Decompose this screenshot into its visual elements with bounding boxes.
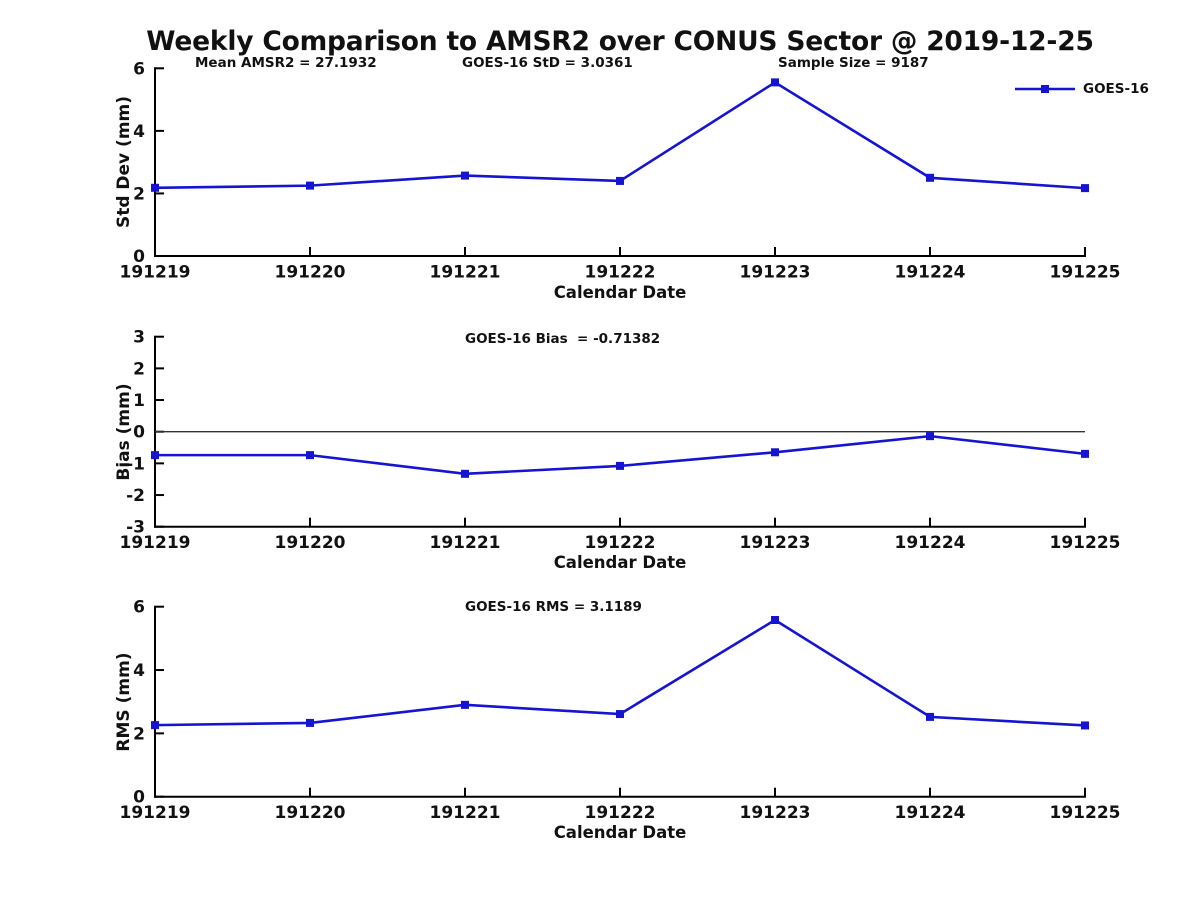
data-point-marker	[151, 183, 159, 192]
x-tick-label: 191219	[120, 803, 191, 823]
x-tick-label: 191223	[740, 803, 811, 823]
data-point-marker	[771, 616, 779, 624]
annotation-goes16-rms: GOES-16 RMS = 3.1189	[465, 599, 642, 615]
y-tick-label: 2	[133, 359, 145, 379]
x-tick-label: 191223	[740, 533, 811, 553]
legend: GOES-16	[1014, 80, 1149, 98]
data-point-marker	[151, 451, 159, 460]
annotation-mean-amsr2: Mean AMSR2 = 27.1932	[195, 55, 377, 71]
y-axis-label-bias: Bias (mm)	[114, 383, 134, 481]
annotation-goes16-std: GOES-16 StD = 3.0361	[462, 55, 633, 71]
data-point-marker	[616, 176, 624, 185]
figure-title: Weekly Comparison to AMSR2 over CONUS Se…	[146, 26, 1094, 57]
x-tick-label: 191219	[120, 533, 191, 553]
y-tick-label: 4	[133, 661, 145, 681]
data-point-marker	[461, 469, 469, 478]
x-tick-label: 191219	[120, 263, 191, 283]
x-tick-label: 191223	[740, 263, 811, 283]
data-point-marker	[926, 712, 934, 721]
y-axis-label-rms: RMS (mm)	[114, 652, 134, 752]
x-tick-label: 191224	[895, 533, 966, 553]
data-point-marker	[771, 448, 779, 457]
annotation-goes16-bias: GOES-16 Bias = -0.71382	[465, 331, 661, 347]
y-tick-label: 6	[133, 598, 145, 618]
data-point-marker	[1081, 184, 1089, 193]
data-point-marker	[306, 718, 314, 727]
annotation-sample-size: Sample Size = 9187	[778, 55, 929, 71]
x-axis-label-2: Calendar Date	[553, 553, 687, 572]
legend-line-sample	[1015, 85, 1075, 93]
x-tick-label: 191222	[585, 533, 656, 553]
data-point-marker	[616, 710, 624, 719]
x-tick-label: 191225	[1050, 533, 1121, 553]
data-point-marker	[616, 461, 624, 470]
x-tick-label: 191224	[895, 803, 966, 823]
x-tick-label: 191221	[430, 263, 501, 283]
x-tick-label: 191220	[275, 263, 346, 283]
data-point-marker	[151, 721, 159, 730]
y-tick-label: -1	[126, 454, 145, 474]
data-point-marker	[1081, 449, 1089, 458]
x-tick-label: 191225	[1050, 263, 1121, 283]
y-tick-label: 0	[133, 788, 145, 808]
x-tick-label: 191220	[275, 533, 346, 553]
y-tick-label: 2	[133, 724, 145, 744]
data-point-marker	[306, 181, 314, 190]
y-axis-label-std-dev: Std Dev (mm)	[114, 95, 134, 229]
x-tick-label: 191221	[430, 533, 501, 553]
y-tick-label: 1	[133, 391, 145, 411]
data-point-marker	[926, 432, 934, 441]
series-line	[154, 618, 1086, 727]
y-tick-label: 4	[133, 122, 145, 142]
x-axis-label-3: Calendar Date	[553, 823, 687, 842]
y-tick-label: -2	[126, 486, 145, 506]
y-tick-label: 0	[133, 423, 145, 443]
x-tick-label: 191220	[275, 803, 346, 823]
data-point-marker	[461, 700, 469, 709]
x-tick-label: 191224	[895, 263, 966, 283]
data-point-marker	[306, 451, 314, 460]
legend-label: GOES-16	[1083, 81, 1149, 97]
legend-marker	[1041, 85, 1049, 93]
y-tick-label: 6	[133, 59, 145, 79]
data-point-marker	[926, 173, 934, 182]
series-line	[154, 80, 1086, 190]
y-tick-label: 2	[133, 184, 145, 204]
x-tick-label: 191222	[585, 263, 656, 283]
x-axis-label-1: Calendar Date	[553, 283, 687, 302]
y-tick-label: 3	[133, 328, 145, 348]
x-tick-label: 191222	[585, 803, 656, 823]
x-tick-label: 191221	[430, 803, 501, 823]
y-tick-label: -3	[126, 518, 145, 538]
y-tick-label: 0	[133, 247, 145, 267]
data-point-marker	[1081, 721, 1089, 730]
x-tick-label: 191225	[1050, 803, 1121, 823]
data-point-marker	[771, 78, 779, 87]
data-point-marker	[461, 171, 469, 180]
